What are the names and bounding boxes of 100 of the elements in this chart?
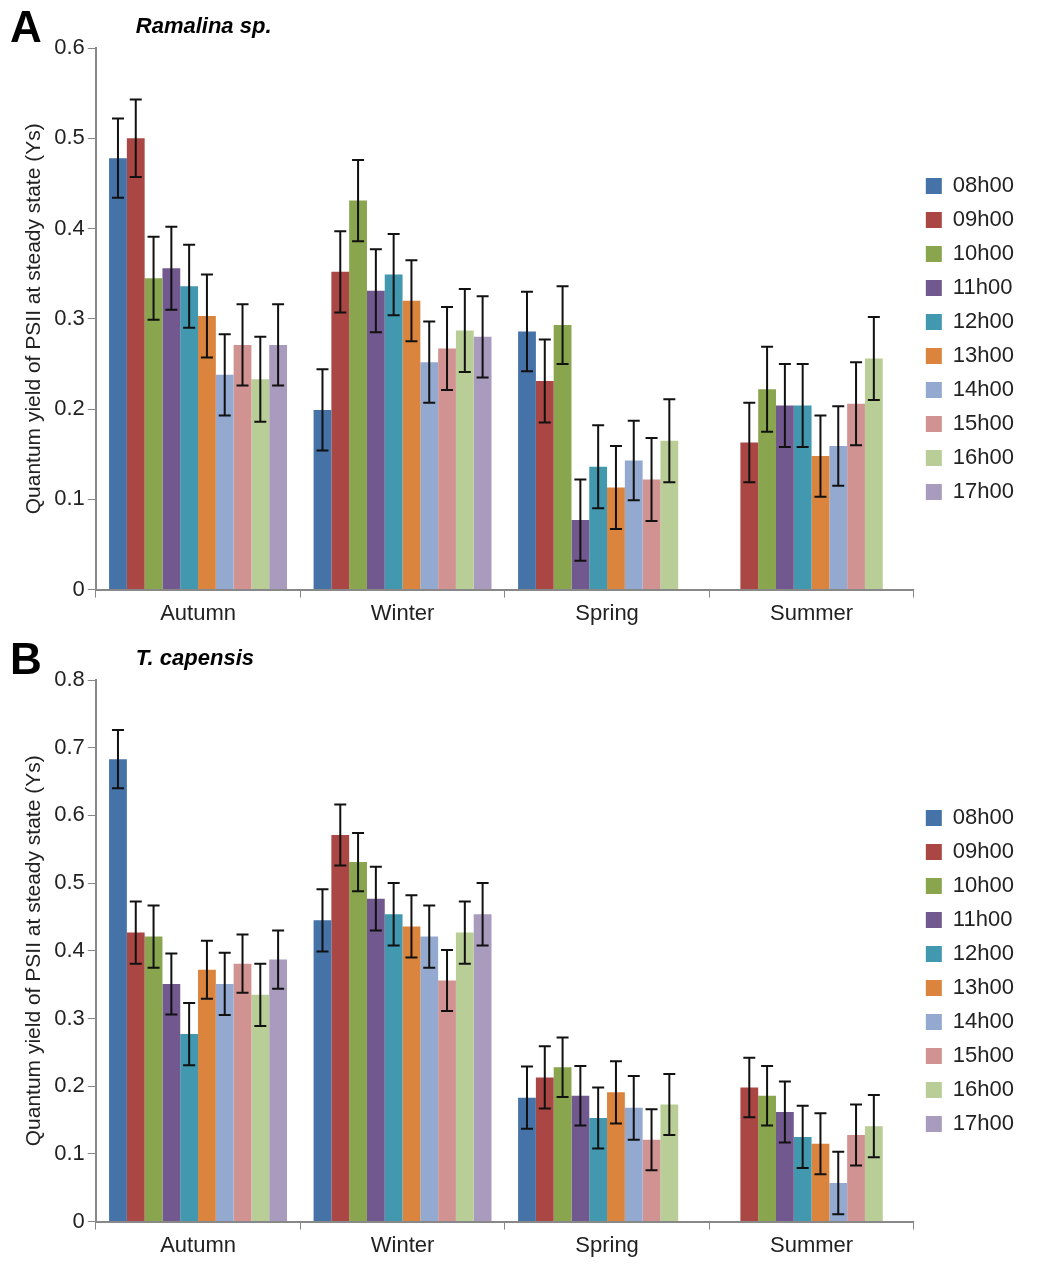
chart-title: T. capensis xyxy=(135,645,254,671)
bar xyxy=(126,138,145,590)
bar xyxy=(847,1134,865,1222)
bar xyxy=(366,898,385,1222)
legend-label: 13h00 xyxy=(952,974,1015,1000)
bar xyxy=(455,330,474,590)
bar xyxy=(269,959,287,1222)
bar xyxy=(607,487,625,590)
y-tick-label: 0.3 xyxy=(54,1004,85,1030)
bar xyxy=(535,1077,554,1222)
bar xyxy=(313,920,332,1222)
x-tick-label: Spring xyxy=(575,599,639,625)
bar xyxy=(624,1107,643,1222)
legend-label: 09h00 xyxy=(952,838,1015,864)
y-tick-label: 0.6 xyxy=(54,801,85,827)
bar xyxy=(180,1034,199,1222)
bar xyxy=(660,440,679,590)
legend-label: 14h00 xyxy=(952,1008,1015,1034)
y-tick-label: 0 xyxy=(72,575,85,601)
chart-title: Ramalina sp. xyxy=(135,13,272,39)
legend-label: 15h00 xyxy=(952,410,1015,436)
bar xyxy=(740,442,759,590)
bar xyxy=(313,409,332,590)
bar xyxy=(571,1095,590,1222)
x-tick-label: Summer xyxy=(770,1231,854,1257)
text: A xyxy=(10,2,42,52)
bar xyxy=(864,1126,883,1222)
bar xyxy=(402,926,421,1222)
legend-label: 15h00 xyxy=(952,1042,1015,1068)
legend-label: 12h00 xyxy=(952,308,1015,334)
legend-label: 13h00 xyxy=(952,342,1015,368)
bar xyxy=(553,1067,572,1222)
bar xyxy=(473,914,492,1222)
bar xyxy=(251,379,270,590)
x-tick-label: Winter xyxy=(370,599,435,625)
bar xyxy=(144,936,163,1222)
legend-label: 12h00 xyxy=(952,940,1015,966)
x-tick-label: Spring xyxy=(575,1231,639,1257)
bar xyxy=(660,1104,679,1222)
legend-label: 10h00 xyxy=(952,872,1015,898)
bar xyxy=(366,290,385,590)
legend-label: 16h00 xyxy=(952,1076,1015,1102)
y-axis-title: Quantum yield of PSII at steady state (Ys) xyxy=(21,123,45,515)
y-tick-label: 0.2 xyxy=(54,395,85,421)
bar xyxy=(829,446,848,590)
bar xyxy=(331,835,350,1222)
bar xyxy=(215,374,234,590)
bar xyxy=(126,932,145,1222)
x-tick-label: Autumn xyxy=(160,1231,236,1257)
bar xyxy=(589,1118,608,1222)
bar xyxy=(455,932,474,1222)
bar xyxy=(740,1087,759,1222)
bar xyxy=(331,271,350,590)
y-tick-label: 0 xyxy=(72,1207,85,1233)
y-tick-label: 0.1 xyxy=(54,485,85,511)
bar xyxy=(269,344,287,590)
bar xyxy=(349,862,367,1222)
bar xyxy=(775,1111,794,1222)
legend-label: 11h00 xyxy=(952,906,1013,932)
y-tick-label: 0.2 xyxy=(54,1072,85,1098)
bar xyxy=(607,1092,625,1222)
y-tick-label: 0.7 xyxy=(54,733,85,759)
legend-label: 11h00 xyxy=(952,274,1013,300)
bar xyxy=(473,336,492,590)
bar xyxy=(233,344,252,590)
bar xyxy=(438,980,456,1222)
bar xyxy=(518,331,536,590)
bar xyxy=(535,381,554,590)
x-tick-label: Summer xyxy=(770,599,854,625)
bar xyxy=(198,316,216,590)
legend-label: 08h00 xyxy=(952,804,1015,830)
bar xyxy=(162,268,181,590)
bar xyxy=(180,286,199,590)
bar xyxy=(864,358,883,590)
bar xyxy=(758,389,776,590)
bar xyxy=(198,969,216,1222)
bar xyxy=(349,200,367,590)
bar xyxy=(553,325,572,590)
bar xyxy=(438,348,456,590)
bar xyxy=(624,460,643,590)
bar xyxy=(384,274,403,590)
y-tick-label: 0.4 xyxy=(54,936,85,962)
bar xyxy=(571,520,590,590)
bar xyxy=(775,405,794,590)
bar xyxy=(144,278,163,590)
y-tick-label: 0.6 xyxy=(54,34,85,60)
y-tick-label: 0.3 xyxy=(54,304,85,330)
legend-label: 17h00 xyxy=(952,1110,1015,1136)
y-tick-label: 0.4 xyxy=(54,214,85,240)
legend-label: 16h00 xyxy=(952,444,1015,470)
text: B xyxy=(10,634,42,684)
bar xyxy=(811,456,830,590)
bar xyxy=(518,1097,536,1222)
bar xyxy=(233,963,252,1222)
bar xyxy=(758,1095,776,1222)
bar xyxy=(420,362,439,590)
bar xyxy=(109,759,127,1222)
bar xyxy=(215,983,234,1222)
legend-label: 10h00 xyxy=(952,240,1015,266)
x-tick-label: Winter xyxy=(370,1231,435,1257)
